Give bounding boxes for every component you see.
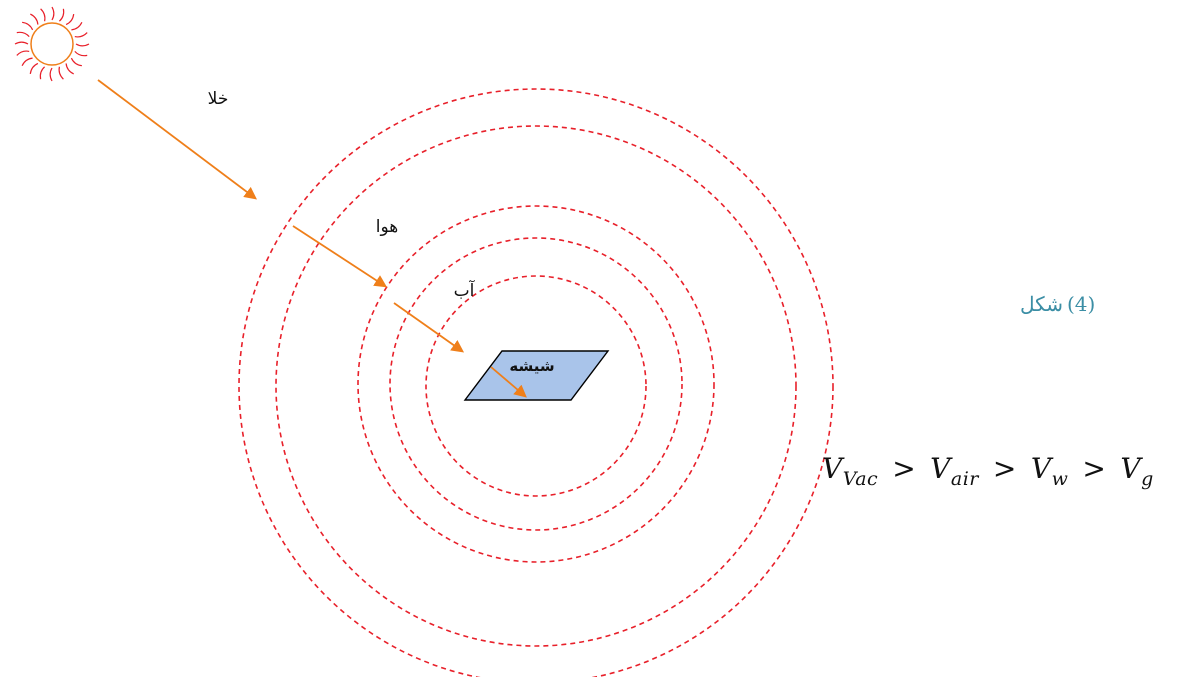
ray-glass-arrow [490,366,527,398]
sun-ray [30,13,39,25]
medium-boundaries [238,88,834,682]
sun-ray [58,66,64,80]
glass-label: شیشه [509,357,554,375]
sun-ray [29,62,39,74]
light-ray [97,79,527,398]
vacuum-label: خلا [208,89,229,109]
glass-slab [463,350,610,401]
greater-than-operator: > [992,452,1017,485]
figure-caption: شکل (4) [1020,292,1095,316]
vacuum-boundary-circle [238,88,834,682]
air-outer-circle [275,125,797,647]
sun-ray [75,43,90,47]
sun-ray [21,57,33,66]
sun-icon [14,6,90,82]
sun-ray [70,57,82,67]
speed-term-vac: VVac [822,452,879,490]
air-label: هوا [376,217,398,237]
sun-ray [40,8,46,22]
sun-ray [74,32,88,38]
speed-inequality: VVac > Vair > Vw > Vg [822,452,1154,490]
sun-ray [71,22,83,31]
water-outer-circle [389,237,683,531]
sun-ray [49,67,53,82]
sun-ray [51,6,55,21]
water-label: آب [454,279,476,301]
greater-than-operator: > [892,452,917,485]
sun-ray [65,63,74,75]
ray-water-arrow [393,302,465,353]
speed-term-w: Vw [1030,452,1069,490]
sun-ray [39,66,46,80]
sun-ray [58,8,65,22]
figure-caption-word: شکل [1020,292,1063,316]
sun-ray [22,21,34,31]
greater-than-operator: > [1082,452,1107,485]
figure-caption-number: (4) [1066,292,1096,316]
sun-ray [16,31,30,38]
speed-term-g: Vg [1120,452,1154,490]
water-inner-circle [425,275,647,497]
ray-vacuum-arrow [97,79,258,200]
air-inner-circle [357,205,715,563]
sun-ray [74,50,88,57]
sun-ray [16,50,30,56]
sun-ray [14,41,29,45]
sun-ray [65,14,75,26]
speed-term-air: Vair [930,452,979,490]
ray-air-arrow [292,225,388,288]
